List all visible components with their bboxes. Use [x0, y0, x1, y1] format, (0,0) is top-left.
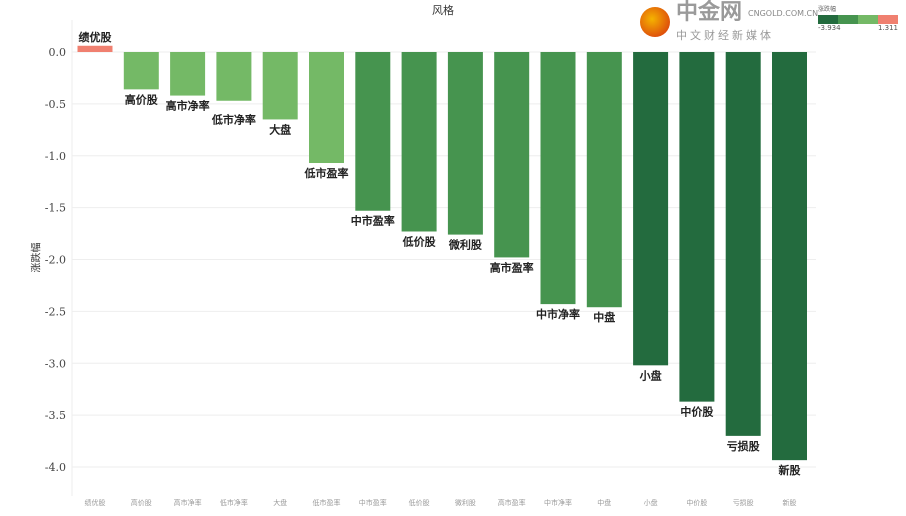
bar	[586, 52, 622, 308]
legend: 涨跌幅 -3.934 1.311	[818, 4, 898, 32]
data-label: 高市净率	[166, 99, 210, 113]
bar	[401, 52, 437, 232]
data-label: 小盘	[639, 368, 662, 382]
legend-min: -3.934	[818, 24, 841, 32]
x-tick-label: 中市盈率	[359, 498, 387, 507]
bar	[679, 52, 715, 402]
legend-color-bar	[818, 15, 898, 24]
x-tick-label: 高价股	[131, 498, 152, 507]
data-label: 低价股	[402, 234, 437, 248]
data-label: 中市净率	[536, 307, 580, 321]
bar	[633, 52, 669, 366]
chart-title: 风格	[432, 4, 454, 17]
watermark-name: 中金网	[676, 0, 743, 25]
data-label: 亏损股	[727, 439, 761, 453]
data-label: 绩优股	[79, 30, 113, 44]
bar	[772, 52, 807, 461]
bar	[262, 52, 298, 120]
logo-icon	[640, 7, 670, 37]
data-label: 高价股	[125, 92, 159, 106]
bar	[494, 52, 530, 258]
x-tick-label: 绩优股	[85, 498, 106, 507]
y-tick-label: -3.5	[45, 409, 66, 422]
legend-title: 涨跌幅	[818, 6, 837, 13]
bar	[216, 52, 252, 101]
y-tick-label: -3.0	[45, 357, 66, 370]
bar	[540, 52, 576, 305]
x-tick-label: 高市净率	[174, 498, 202, 507]
watermark-domain: CNGOLD.COM.CN	[748, 9, 819, 18]
data-label: 中价股	[680, 405, 714, 419]
x-tick-label: 中市净率	[544, 498, 572, 507]
bar	[725, 52, 761, 436]
bar	[355, 52, 391, 211]
x-tick-label: 微利股	[455, 498, 476, 507]
legend-swatch	[878, 15, 898, 24]
bar	[309, 52, 344, 164]
watermark-logo: 中金网 CNGOLD.COM.CN 中文财经新媒体	[640, 0, 818, 49]
x-tick-label: 中价股	[686, 498, 707, 507]
data-label: 大盘	[269, 122, 291, 136]
data-label: 微利股	[448, 238, 483, 252]
y-tick-label: -1.5	[45, 202, 66, 215]
x-tick-label: 高市盈率	[498, 498, 526, 507]
x-tick-label: 大盘	[273, 498, 287, 507]
watermark-tagline: 中文财经新媒体	[676, 29, 774, 42]
y-tick-label: -4.0	[45, 461, 66, 474]
y-tick-label: 0.0	[49, 46, 67, 59]
y-tick-label: -2.5	[45, 305, 66, 318]
data-label: 低市盈率	[304, 166, 349, 180]
legend-max: 1.311	[877, 24, 898, 32]
y-tick-label: -1.0	[45, 150, 66, 163]
y-tick-label: -0.5	[45, 98, 66, 111]
x-tick-label: 小盘	[644, 498, 658, 507]
bar	[123, 52, 159, 90]
data-label: 中市盈率	[351, 214, 395, 228]
x-tick-label: 新股	[783, 498, 797, 507]
data-label: 高市盈率	[490, 260, 534, 274]
legend-swatch	[858, 15, 878, 24]
data-label: 低市净率	[211, 113, 256, 127]
legend-swatch	[838, 15, 858, 24]
x-tick-label: 低市净率	[220, 498, 248, 507]
data-label: 新股	[779, 463, 802, 477]
x-tick-label: 低价股	[409, 498, 430, 507]
legend-swatch	[818, 15, 838, 24]
x-tick-label: 中盘	[597, 498, 611, 507]
data-label: 中盘	[593, 310, 615, 324]
y-tick-label: -2.0	[45, 254, 66, 267]
bar	[447, 52, 483, 235]
x-tick-label: 亏损股	[733, 498, 754, 507]
x-tick-label: 低市盈率	[313, 498, 341, 507]
bar	[170, 52, 206, 96]
bar	[77, 45, 113, 52]
